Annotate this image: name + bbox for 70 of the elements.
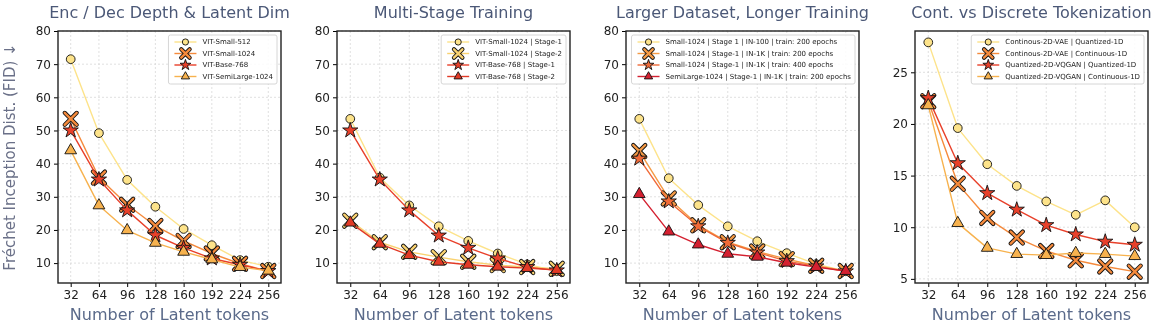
x-tick-label: 160 [746,287,770,302]
x-tick-label: 192 [775,287,799,302]
x-tick-label: 224 [229,287,253,302]
x-tick-label: 32 [63,287,79,302]
x-tick-label: 160 [172,287,196,302]
x-tick-label: 256 [257,287,281,302]
x-tick-label: 32 [343,287,359,302]
x-tick-label: 64 [372,287,388,302]
y-tick-label: 15 [892,168,908,183]
x-tick-label: 64 [661,287,677,302]
y-tick-label: 25 [892,65,908,80]
y-tick-label: 60 [35,90,51,105]
x-tick-label: 32 [921,287,937,302]
y-tick-label: 60 [314,90,330,105]
y-tick-label: 20 [314,223,330,238]
x-tick-label: 256 [834,287,858,302]
y-tick-label: 40 [603,156,619,171]
x-tick-label: 128 [1005,287,1029,302]
y-tick-label: 40 [314,156,330,171]
x-tick-label: 160 [457,287,481,302]
y-tick-label: 70 [603,57,619,72]
x-tick-label: 128 [716,287,740,302]
x-tick-label: 256 [1123,287,1147,302]
y-tick-label: 30 [35,190,51,205]
y-tick-label: 30 [314,190,330,205]
y-tick-label: 50 [35,123,51,138]
y-tick-label: 80 [35,24,51,39]
x-tick-label: 192 [200,287,224,302]
chart-title: Larger Dataset, Longer Training [616,3,869,22]
x-tick-label: 256 [545,287,569,302]
x-tick-label: 96 [120,287,136,302]
x-tick-label: 224 [516,287,540,302]
y-tick-label: 10 [892,220,908,235]
x-tick-label: 64 [91,287,108,302]
x-tick-label: 224 [805,287,829,302]
x-tick-label: 96 [691,287,707,302]
x-tick-label: 32 [632,287,648,302]
y-tick-label: 60 [603,90,619,105]
x-axis-title: Number of Latent tokens [642,305,843,324]
y-tick-label: 5 [900,272,908,287]
y-tick-label: 80 [314,24,330,39]
x-tick-label: 192 [1064,287,1088,302]
y-tick-label: 20 [603,223,619,238]
y-tick-label: 50 [314,123,330,138]
chart-title: Cont. vs Discrete Tokenization [911,3,1152,22]
y-tick-label: 80 [603,24,619,39]
y-tick-label: 30 [603,190,619,205]
y-tick-label: 10 [314,256,330,271]
chart-title: Multi-Stage Training [373,3,534,22]
chart-title: Enc / Dec Depth & Latent Dim [49,3,290,22]
x-tick-label: 64 [950,287,966,302]
x-tick-label: 128 [144,287,168,302]
y-tick-label: 10 [603,256,619,271]
y-axis-title: Fréchet Inception Dist. (FID) ↓ [1,43,19,271]
x-tick-label: 224 [1094,287,1118,302]
y-tick-label: 70 [35,57,51,72]
y-tick-label: 70 [314,57,330,72]
y-tick-label: 20 [892,117,908,132]
x-axis-title: Number of Latent tokens [931,305,1132,324]
x-tick-label: 128 [427,287,451,302]
x-axis-title: Number of Latent tokens [353,305,554,324]
x-tick-label: 96 [402,287,418,302]
y-tick-label: 20 [35,223,51,238]
y-tick-label: 40 [35,156,51,171]
y-tick-label: 50 [603,123,619,138]
y-tick-label: 10 [35,256,51,271]
x-tick-label: 96 [980,287,996,302]
x-tick-label: 160 [1035,287,1059,302]
x-tick-label: 192 [486,287,510,302]
x-axis-title: Number of Latent tokens [69,305,270,324]
